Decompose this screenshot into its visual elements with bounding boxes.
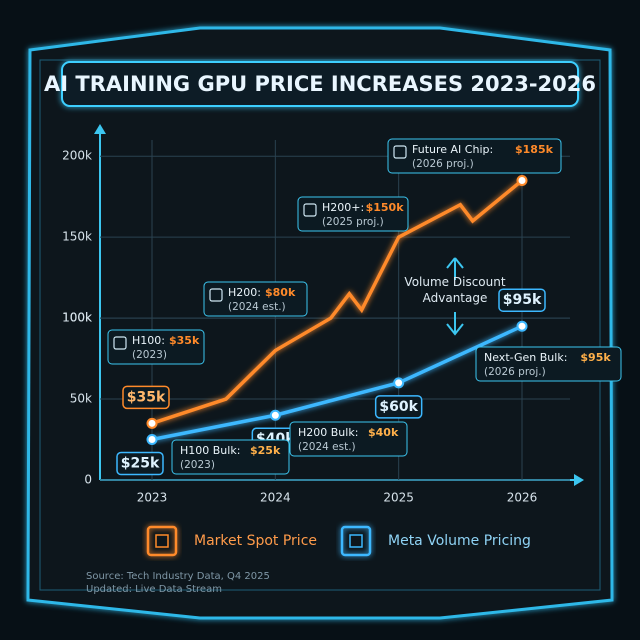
annotation-note: (2026 proj.) [412,158,474,170]
annotation-label: Next-Gen Bulk: [484,351,567,364]
annotation-note: (2023) [180,459,215,471]
y-tick-label: 0 [84,473,92,487]
chip-icon [113,336,127,350]
annotation-label: H200+: [322,201,364,214]
value-label: $95k [503,292,542,308]
data-point [269,409,281,421]
y-tick-label: 150k [62,230,92,244]
legend-chip [146,525,178,557]
data-point [516,174,528,186]
y-tick-label: 100k [62,311,92,325]
y-arrow [94,124,106,134]
annotation-label: H100 Bulk: [180,444,240,457]
x-tick-label: 2023 [137,491,168,505]
annotation-label: H100: [132,334,165,347]
chip-icon [209,288,223,302]
annotation-box [171,439,290,475]
value-label: $25k [121,456,160,472]
title-box [61,61,579,107]
legend-label: Meta Volume Pricing [388,533,531,549]
value-label-box [498,288,546,312]
series-line [151,179,524,425]
legend-chip-core [155,534,169,548]
data-point [146,417,158,429]
annotation-label: Future AI Chip: [412,143,493,156]
annotation-box [107,329,205,365]
callout-arrow [446,257,464,336]
annotation-price: $25k [250,444,281,457]
annotation-box [289,421,408,457]
chart-title: AI TRAINING GPU PRICE INCREASES 2023-202… [44,72,596,96]
annotation-note: (2024 est.) [228,301,286,313]
value-label-box [374,395,423,419]
chip-icon [303,203,317,217]
value-label: $35k [127,389,166,405]
annotation-box [297,196,409,232]
annotation-box [387,138,562,174]
value-label-box [122,385,170,410]
annotation-price: $35k [169,334,200,347]
y-tick-label: 50k [70,392,92,406]
source: Source: Tech Industry Data, Q4 2025 [86,571,270,582]
data-point [393,377,405,389]
x-arrow [574,474,584,486]
legend-chip [340,525,372,557]
annotation-note: (2025 proj.) [322,216,384,228]
y-tick-label: 100k [62,311,92,325]
updated: Updated: Live Data Stream [86,584,222,595]
annotation-label: H200 Bulk: [298,426,358,439]
x-tick-label: 2025 [383,491,414,505]
annotation-price: $40k [368,426,399,439]
chip-icon [393,145,407,159]
legend-chip-core [349,534,363,548]
annotation-note: (2026 proj.) [484,366,546,378]
annotation-note: (2023) [132,349,167,361]
series-line [151,324,523,442]
legend-label: Market Spot Price [194,533,317,549]
annotation-price: $185k [515,143,554,156]
annotation-price: $80k [265,286,296,299]
y-tick-label: 200k [62,149,92,163]
annotation-price: $95k [580,351,611,364]
x-tick-label: 2024 [260,491,291,505]
annotation-price: $150k [366,201,405,214]
annotation-note: (2024 est.) [298,441,356,453]
data-point [516,320,528,332]
data-point [146,434,158,446]
value-label-box [116,451,164,476]
callout-text: Volume Discount Advantage [404,275,505,305]
annotation-box [203,281,308,317]
x-tick-label: 2026 [507,491,538,505]
annotation-box [475,346,622,382]
annotation-label: H200: [228,286,261,299]
value-label: $60k [379,399,418,415]
inner-frame [39,59,601,591]
